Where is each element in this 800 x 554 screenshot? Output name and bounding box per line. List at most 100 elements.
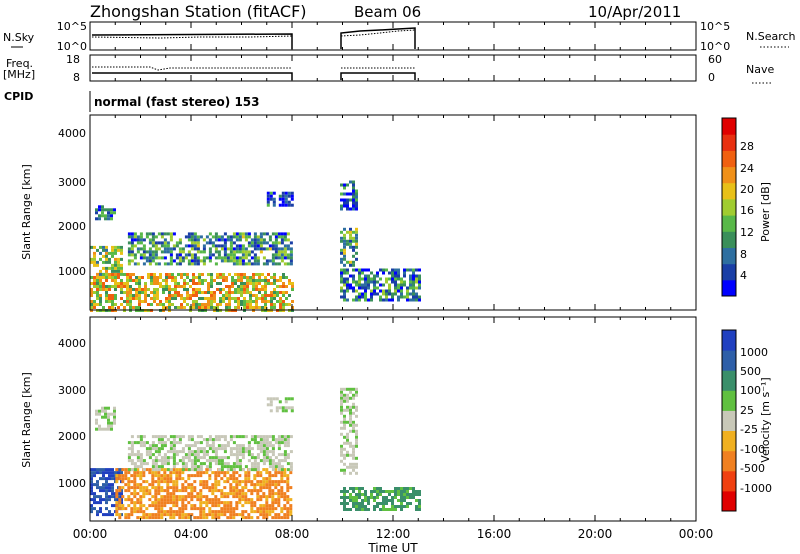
heatmap-cell bbox=[400, 496, 403, 499]
heatmap-cell bbox=[271, 492, 275, 496]
heatmap-cell bbox=[418, 493, 421, 496]
heatmap-cell bbox=[391, 490, 394, 493]
heatmap-cell bbox=[256, 489, 260, 493]
heatmap-cell bbox=[265, 441, 269, 445]
heatmap-cell bbox=[277, 253, 281, 257]
heatmap-cell bbox=[199, 450, 203, 454]
heatmap-cell bbox=[169, 435, 173, 439]
heatmap-cell bbox=[370, 280, 373, 284]
heatmap-cell bbox=[196, 471, 200, 475]
heatmap-cell bbox=[226, 507, 230, 511]
heatmap-cell bbox=[273, 273, 276, 276]
heatmap-cell bbox=[382, 499, 385, 502]
heatmap-cell bbox=[235, 486, 239, 490]
heatmap-cell bbox=[237, 306, 240, 309]
heatmap-cell bbox=[184, 504, 188, 508]
heatmap-cell bbox=[352, 420, 355, 424]
heatmap-cell bbox=[189, 294, 192, 297]
heatmap-cell bbox=[250, 438, 254, 442]
heatmap-cell bbox=[340, 280, 343, 284]
heatmap-cell bbox=[391, 496, 394, 499]
heatmap-cell bbox=[150, 276, 153, 279]
power-ytick-3000: 3000 bbox=[58, 176, 86, 189]
heatmap-cell bbox=[136, 235, 140, 239]
heatmap-cell bbox=[234, 300, 237, 303]
heatmap-cell bbox=[270, 297, 273, 300]
heatmap-cell bbox=[211, 450, 215, 454]
heatmap-cell bbox=[232, 480, 236, 484]
heatmap-cell bbox=[178, 507, 182, 511]
heatmap-cell bbox=[151, 238, 155, 242]
heatmap-cell bbox=[172, 435, 176, 439]
heatmap-cell bbox=[232, 462, 236, 466]
heatmap-cell bbox=[187, 486, 191, 490]
heatmap-cell bbox=[139, 247, 143, 251]
heatmap-cell bbox=[151, 459, 155, 463]
heatmap-cell bbox=[130, 441, 134, 445]
heatmap-cell bbox=[415, 292, 418, 296]
heatmap-cell bbox=[138, 291, 141, 294]
heatmap-cell bbox=[349, 230, 352, 234]
heatmap-cell bbox=[211, 486, 215, 490]
heatmap-cell bbox=[388, 277, 391, 281]
heatmap-cell bbox=[148, 489, 152, 493]
heatmap-cell bbox=[148, 253, 152, 257]
heatmap-cell bbox=[211, 471, 215, 475]
heatmap-cell bbox=[180, 276, 183, 279]
heatmap-cell bbox=[352, 277, 355, 281]
heatmap-cell bbox=[283, 492, 287, 496]
heatmap-cell bbox=[115, 513, 119, 517]
colorbar-swatch bbox=[722, 231, 736, 248]
heatmap-cell bbox=[264, 276, 267, 279]
heatmap-cell bbox=[210, 303, 213, 306]
heatmap-cell bbox=[223, 232, 227, 236]
heatmap-cell bbox=[287, 191, 291, 195]
heatmap-cell bbox=[151, 244, 155, 248]
heatmap-cell bbox=[199, 456, 203, 460]
heatmap-cell bbox=[228, 294, 231, 297]
heatmap-cell bbox=[271, 244, 275, 248]
heatmap-cell bbox=[271, 459, 275, 463]
heatmap-cell bbox=[130, 250, 134, 254]
heatmap-cell bbox=[126, 303, 129, 306]
heatmap-cell bbox=[418, 286, 421, 290]
heatmap-cell bbox=[289, 262, 293, 266]
heatmap-cell bbox=[268, 247, 272, 251]
heatmap-cell bbox=[247, 441, 251, 445]
heatmap-cell bbox=[144, 297, 147, 300]
heatmap-cell bbox=[160, 495, 164, 499]
heatmap-cell bbox=[289, 471, 293, 475]
heatmap-cell bbox=[133, 441, 137, 445]
heatmap-cell bbox=[355, 280, 358, 284]
heatmap-cell bbox=[240, 303, 243, 306]
heatmap-cell bbox=[130, 510, 134, 514]
velocity-heatmap bbox=[90, 387, 421, 520]
heatmap-cell bbox=[266, 403, 270, 407]
heatmap-cell bbox=[196, 495, 200, 499]
heatmap-cell bbox=[187, 232, 191, 236]
heatmap-cell bbox=[274, 471, 278, 475]
heatmap-cell bbox=[244, 510, 248, 514]
heatmap-cell bbox=[361, 268, 364, 272]
heatmap-cell bbox=[181, 259, 185, 263]
heatmap-cell bbox=[186, 273, 189, 276]
beam-label: Beam 06 bbox=[354, 3, 421, 21]
heatmap-cell bbox=[400, 505, 403, 508]
heatmap-cell bbox=[400, 508, 403, 511]
heatmap-cell bbox=[287, 194, 291, 198]
heatmap-cell bbox=[373, 289, 376, 293]
heatmap-cell bbox=[388, 289, 391, 293]
heatmap-cell bbox=[168, 276, 171, 279]
heatmap-cell bbox=[244, 232, 248, 236]
heatmap-cell bbox=[133, 471, 137, 475]
heatmap-cell bbox=[138, 282, 141, 285]
heatmap-cell bbox=[274, 483, 278, 487]
heatmap-cell bbox=[280, 238, 284, 242]
heatmap-cell bbox=[266, 203, 270, 207]
heatmap-cell bbox=[343, 471, 346, 475]
heatmap-cell bbox=[136, 468, 140, 472]
heatmap-cell bbox=[216, 306, 219, 309]
heatmap-cell bbox=[190, 462, 194, 466]
heatmap-cell bbox=[160, 241, 164, 245]
heatmap-cell bbox=[289, 498, 293, 502]
